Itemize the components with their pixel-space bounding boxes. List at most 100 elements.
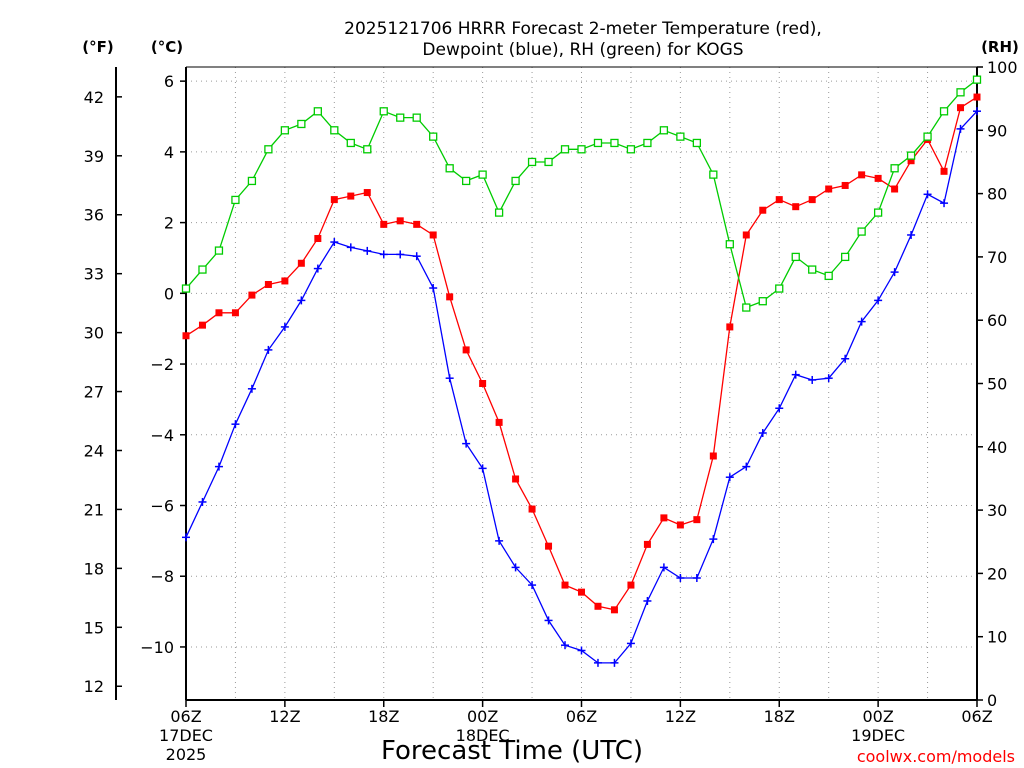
rh-point [791, 252, 800, 262]
celsius-tick-label: 2 [164, 214, 174, 233]
temperature-point [759, 206, 767, 214]
dewpoint-point [429, 284, 438, 293]
dewpoint-point [445, 374, 454, 383]
fahrenheit-tick-label: 27 [84, 383, 104, 402]
temperature-point [594, 602, 602, 610]
fahrenheit-tick-label: 18 [84, 559, 104, 578]
dewpoint-point [231, 420, 240, 429]
rh-tick-label: 10 [987, 628, 1007, 647]
dewpoint-point [264, 345, 273, 354]
celsius-unit-label: (°C) [151, 38, 183, 56]
dewpoint-point [544, 616, 553, 625]
fahrenheit-tick-label: 39 [84, 147, 104, 166]
fahrenheit-tick-label: 24 [84, 441, 104, 460]
rh-point [906, 151, 916, 160]
dewpoint-point [330, 238, 339, 247]
temperature-point [561, 581, 569, 589]
temperature-point [198, 321, 206, 329]
temperature-point [215, 309, 223, 317]
credit-text: coolwx.com/models [857, 747, 1015, 766]
temperature-point [907, 157, 915, 165]
temperature-point [528, 505, 536, 513]
fahrenheit-tick-label: 15 [84, 618, 104, 637]
dewpoint-point [462, 439, 471, 448]
rh-tick-label: 40 [987, 438, 1007, 457]
rh-unit-label: (RH) [981, 38, 1019, 56]
dewpoint-point [346, 243, 355, 252]
temperature-point [248, 291, 256, 299]
rh-point [742, 303, 751, 312]
temperature-point [396, 217, 404, 225]
dewpoint-point [709, 535, 718, 544]
celsius-tick-label: −4 [150, 426, 174, 445]
dewpoint-point [940, 199, 949, 208]
temperature-point [709, 452, 717, 460]
dewpoint-point [511, 563, 520, 572]
chart-title-line-2: Dewpoint (blue), RH (green) for KOGS [422, 40, 743, 60]
temperature-point [610, 606, 618, 614]
rh-point [593, 138, 603, 148]
dewpoint-point [182, 533, 190, 542]
dewpoint-point [297, 296, 306, 305]
tick-labels: −10−8−6−4−202461215182124273033363942010… [84, 58, 1018, 764]
rh-point [775, 284, 784, 293]
dewpoint-point [626, 639, 635, 648]
rh-point [544, 157, 553, 167]
rh-point [692, 138, 702, 148]
axes [115, 66, 983, 707]
rh-tick-label: 70 [987, 248, 1007, 267]
rh-point [676, 132, 685, 141]
dewpoint-point [643, 596, 652, 605]
rh-tick-label: 90 [987, 121, 1007, 140]
temperature-point [627, 581, 635, 589]
rh-point [412, 113, 421, 122]
dewpoint-point [577, 646, 586, 655]
celsius-tick-label: −6 [150, 497, 174, 516]
temperature-point [578, 588, 585, 596]
dewpoint-point [528, 581, 537, 590]
dewpoint-point [561, 641, 570, 650]
temperature-point [693, 516, 701, 524]
x-tick-label: 00Z [467, 707, 498, 726]
rh-point [956, 88, 965, 97]
dewpoint-point [610, 658, 619, 667]
dewpoint-point [593, 658, 602, 667]
celsius-tick-label: −8 [150, 567, 174, 586]
celsius-tick-label: −2 [150, 355, 174, 374]
rh-point [181, 284, 191, 293]
x-tick-label: 06Z [566, 707, 597, 726]
dewpoint-point [956, 124, 965, 133]
rh-tick-label: 60 [987, 311, 1007, 330]
temperature-point [281, 277, 289, 285]
temperature-point [512, 475, 520, 483]
rh-point [939, 107, 949, 116]
rh-point [758, 297, 767, 306]
rh-point [577, 145, 586, 154]
dewpoint-point [363, 246, 372, 255]
dewpoint-point [923, 190, 932, 199]
temperature-point [347, 192, 355, 200]
celsius-tick-label: 4 [164, 143, 174, 162]
temperature-point [413, 220, 421, 228]
rh-point [560, 145, 570, 154]
dewpoint-point [247, 384, 256, 393]
rh-point [379, 107, 388, 116]
x-tick-label: 12Z [665, 707, 696, 726]
dewpoint-point [692, 573, 701, 582]
dewpoint-point [874, 296, 883, 305]
rh-point [313, 107, 322, 116]
dewpoint-point [659, 563, 668, 572]
temperature-point [841, 181, 849, 189]
fahrenheit-tick-label: 12 [84, 677, 104, 696]
rh-point [511, 176, 520, 186]
x-tick-label: 00Z [862, 707, 893, 726]
temperature-point [775, 196, 783, 204]
temperature-point [462, 346, 470, 354]
rh-tick-label: 30 [987, 501, 1007, 520]
fahrenheit-tick-label: 36 [84, 206, 104, 225]
rh-point [626, 145, 636, 154]
rh-point [429, 132, 438, 141]
rh-point [972, 75, 982, 84]
rh-point [824, 271, 833, 281]
